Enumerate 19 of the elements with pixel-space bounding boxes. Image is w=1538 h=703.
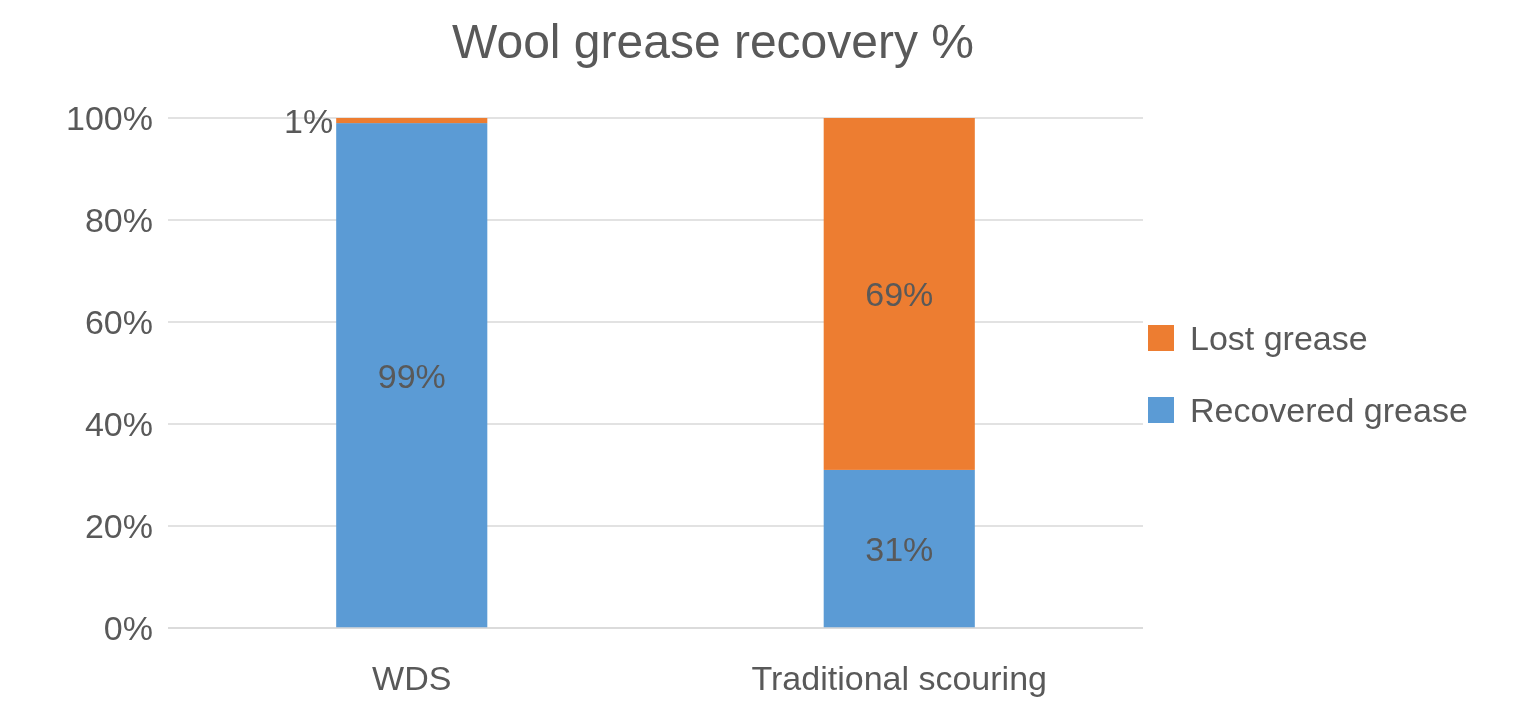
data-label: 31%: [865, 529, 934, 568]
y-tick-label: 40%: [84, 405, 153, 443]
bar: [823, 118, 975, 470]
bar: [336, 118, 488, 124]
y-tick-label: 0%: [103, 609, 153, 647]
data-label: 99%: [377, 356, 446, 395]
y-tick-label: 80%: [84, 201, 153, 239]
chart-title: Wool grease recovery %: [452, 15, 974, 68]
bar: [336, 123, 488, 628]
x-tick-label: Traditional scouring: [751, 659, 1047, 697]
data-label: 1%: [284, 101, 334, 140]
y-tick-label: 60%: [84, 303, 153, 341]
y-tick-label: 20%: [84, 507, 153, 545]
legend-label: Recovered grease: [1190, 391, 1468, 429]
x-tick-label: WDS: [372, 659, 452, 697]
data-label: 69%: [865, 274, 934, 313]
bar: [823, 469, 975, 628]
legend-label: Lost grease: [1190, 319, 1368, 357]
y-tick-label: 100%: [66, 99, 153, 137]
